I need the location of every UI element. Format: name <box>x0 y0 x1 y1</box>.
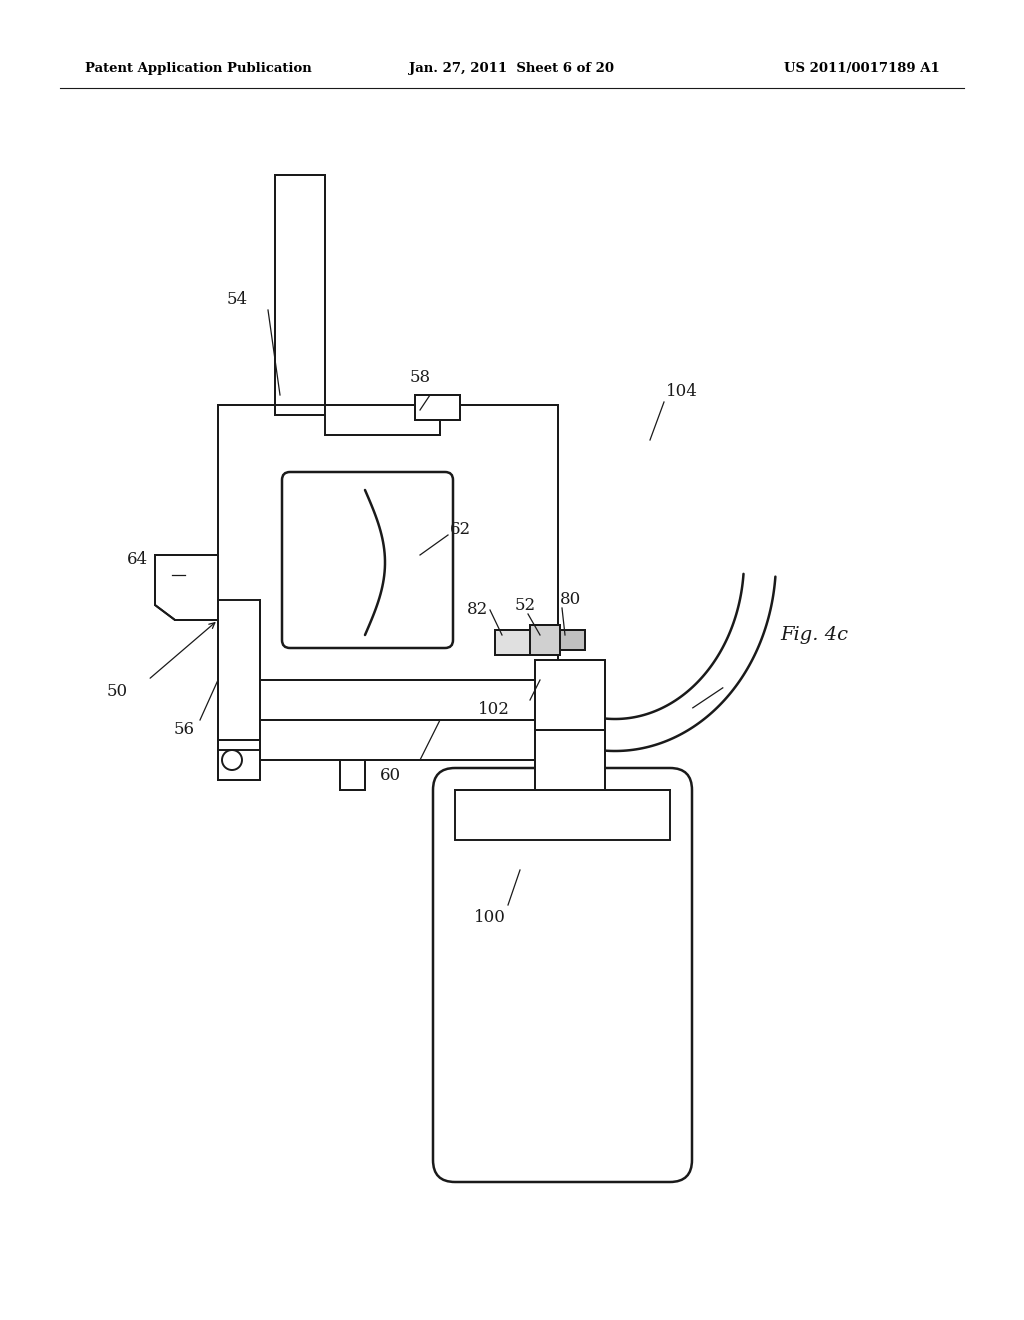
Text: 52: 52 <box>514 597 536 614</box>
Text: 82: 82 <box>467 602 488 619</box>
FancyBboxPatch shape <box>282 473 453 648</box>
Polygon shape <box>601 574 775 751</box>
Text: 104: 104 <box>666 384 698 400</box>
Polygon shape <box>455 789 670 840</box>
Polygon shape <box>560 630 585 649</box>
Text: Jan. 27, 2011  Sheet 6 of 20: Jan. 27, 2011 Sheet 6 of 20 <box>410 62 614 75</box>
Polygon shape <box>535 730 605 789</box>
Polygon shape <box>275 176 325 414</box>
Polygon shape <box>155 554 218 620</box>
Text: 102: 102 <box>478 701 510 718</box>
Polygon shape <box>218 601 260 750</box>
Text: Patent Application Publication: Patent Application Publication <box>85 62 311 75</box>
Polygon shape <box>260 719 558 760</box>
Text: 100: 100 <box>474 909 506 927</box>
Text: 56: 56 <box>174 722 195 738</box>
Polygon shape <box>325 405 440 436</box>
Text: 62: 62 <box>450 521 471 539</box>
FancyBboxPatch shape <box>433 768 692 1181</box>
Text: US 2011/0017189 A1: US 2011/0017189 A1 <box>784 62 940 75</box>
Text: 50: 50 <box>106 684 128 701</box>
Text: 58: 58 <box>410 370 430 387</box>
Polygon shape <box>218 405 558 680</box>
Polygon shape <box>218 741 260 780</box>
Polygon shape <box>415 395 460 420</box>
Polygon shape <box>535 660 605 730</box>
Text: 54: 54 <box>227 292 248 309</box>
Text: 80: 80 <box>560 591 582 609</box>
Polygon shape <box>495 630 530 655</box>
Polygon shape <box>340 760 365 789</box>
Text: 64: 64 <box>127 552 148 569</box>
Polygon shape <box>530 624 560 655</box>
Text: 60: 60 <box>380 767 400 784</box>
Text: Fig. 4c: Fig. 4c <box>780 626 848 644</box>
